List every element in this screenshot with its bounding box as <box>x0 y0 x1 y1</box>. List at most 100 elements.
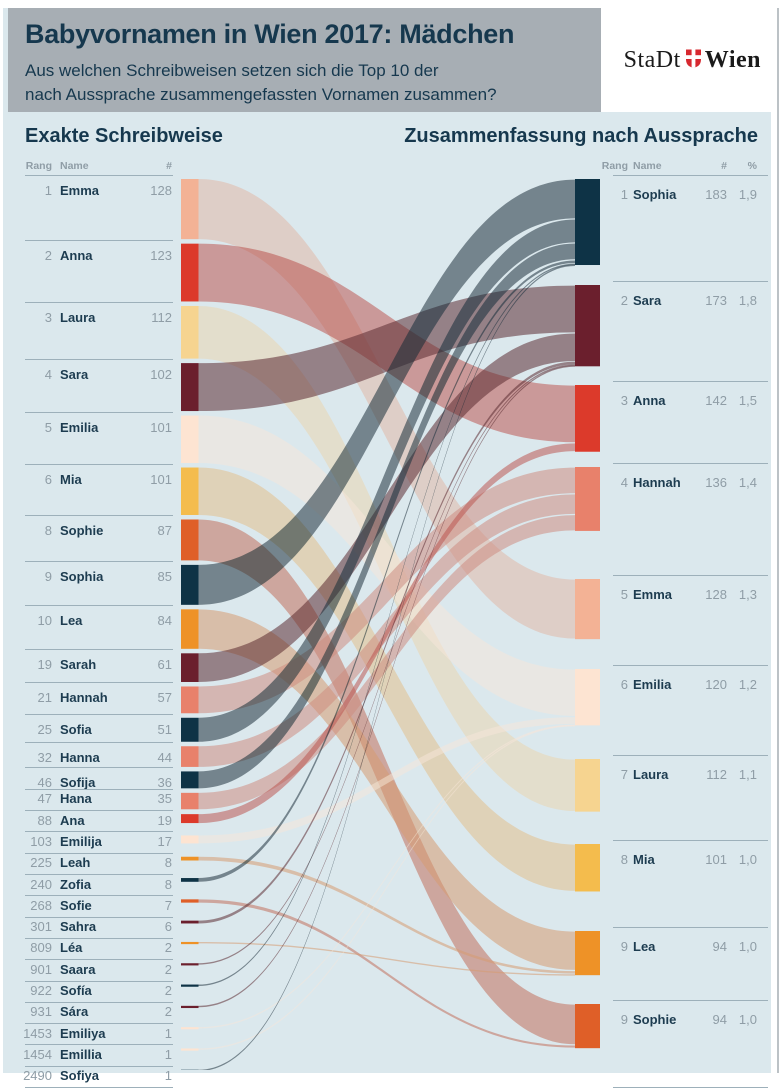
percent-cell: 1,0 <box>722 939 757 954</box>
name-cell: Emilia <box>633 677 671 692</box>
name-cell: Sophie <box>633 1012 676 1027</box>
left-row-separator <box>25 1002 173 1003</box>
right-row-separator <box>613 175 768 176</box>
rank-cell: 47 <box>20 791 52 806</box>
rank-cell: 6 <box>600 677 628 692</box>
rank-cell: 19 <box>20 657 52 672</box>
left-row-separator <box>25 605 173 606</box>
count-cell: 8 <box>130 877 172 892</box>
header: Babyvornamen in Wien 2017: Mädchen Aus w… <box>8 8 601 112</box>
rank-cell: 103 <box>20 834 52 849</box>
name-cell: Saara <box>60 962 95 977</box>
count-cell: 57 <box>130 690 172 705</box>
name-cell: Hannah <box>633 475 681 490</box>
right-row-separator <box>613 381 768 382</box>
rank-cell: 3 <box>20 310 52 325</box>
name-cell: Emma <box>633 587 672 602</box>
rank-cell: 5 <box>20 420 52 435</box>
percent-cell: 1,0 <box>722 852 757 867</box>
name-cell: Anna <box>60 248 93 263</box>
left-row-separator <box>25 959 173 960</box>
name-cell: Zofia <box>60 877 91 892</box>
rank-cell: 9 <box>600 939 628 954</box>
count-cell: 123 <box>130 248 172 263</box>
count-cell: 2 <box>130 962 172 977</box>
right-row-separator <box>613 665 768 666</box>
rank-cell: 32 <box>20 750 52 765</box>
rank-cell: 268 <box>20 898 52 913</box>
percent-cell: 1,5 <box>722 393 757 408</box>
name-cell: Laura <box>60 310 95 325</box>
percent-cell: 1,8 <box>722 293 757 308</box>
name-cell: Sophia <box>633 187 676 202</box>
name-cell: Sofia <box>60 722 92 737</box>
left-table-row: 1453 Emiliya 1 <box>0 1026 783 1041</box>
count-cell: 35 <box>130 791 172 806</box>
count-cell: 51 <box>130 722 172 737</box>
percent-cell: 1,9 <box>722 187 757 202</box>
left-panel-title: Exakte Schreibweise <box>25 125 223 148</box>
rank-cell: 2490 <box>20 1068 52 1083</box>
name-cell: Anna <box>633 393 666 408</box>
name-cell: Sofie <box>60 898 92 913</box>
rank-cell: 4 <box>600 475 628 490</box>
count-cell: 1 <box>130 1068 172 1083</box>
left-row-separator <box>25 831 173 832</box>
page-subtitle: Aus welchen Schreibweisen setzen sich di… <box>25 59 497 107</box>
rank-cell: 2 <box>20 248 52 263</box>
left-row-separator <box>25 810 173 811</box>
name-cell: Sahra <box>60 919 96 934</box>
rank-cell: 1 <box>600 187 628 202</box>
count-cell: 7 <box>130 898 172 913</box>
left-row-separator <box>25 917 173 918</box>
rank-cell: 1454 <box>20 1047 52 1062</box>
logo-text-wien: Wien <box>705 47 761 74</box>
count-cell: 1 <box>130 1047 172 1062</box>
name-cell: Emilia <box>60 420 98 435</box>
left-row-separator <box>25 464 173 465</box>
right-panel-title: Zusammenfassung nach Aussprache <box>404 125 758 148</box>
percent-cell: 1,2 <box>722 677 757 692</box>
name-cell: Lea <box>633 939 655 954</box>
rank-cell: 1453 <box>20 1026 52 1041</box>
name-cell: Sophie <box>60 523 103 538</box>
count-cell: 1 <box>130 1026 172 1041</box>
left-table-row: 5 Emilia 101 <box>0 420 783 435</box>
rank-cell: 9 <box>20 569 52 584</box>
name-cell: Emiliya <box>60 1026 106 1041</box>
left-row-separator <box>25 714 173 715</box>
name-cell: Sara <box>60 367 88 382</box>
rank-cell: 9 <box>600 1012 628 1027</box>
percent-cell: 1,0 <box>722 1012 757 1027</box>
rank-cell: 8 <box>600 852 628 867</box>
right-row-separator <box>613 840 768 841</box>
left-row-separator <box>25 874 173 875</box>
left-row-separator <box>25 789 173 790</box>
count-cell: 101 <box>130 420 172 435</box>
rank-cell: 25 <box>20 722 52 737</box>
count-cell: 87 <box>130 523 172 538</box>
name-cell: Emilija <box>60 834 102 849</box>
stadt-wien-logo: StaDt Wien <box>601 8 771 112</box>
name-cell: Laura <box>633 767 668 782</box>
rank-cell: 3 <box>600 393 628 408</box>
name-cell: Hana <box>60 791 92 806</box>
name-cell: Hannah <box>60 690 108 705</box>
wien-shield-icon <box>685 48 702 75</box>
left-table-row: 47 Hana 35 <box>0 791 783 806</box>
rank-cell: 2 <box>600 293 628 308</box>
count-cell: 19 <box>130 813 172 828</box>
count-cell: 6 <box>130 919 172 934</box>
